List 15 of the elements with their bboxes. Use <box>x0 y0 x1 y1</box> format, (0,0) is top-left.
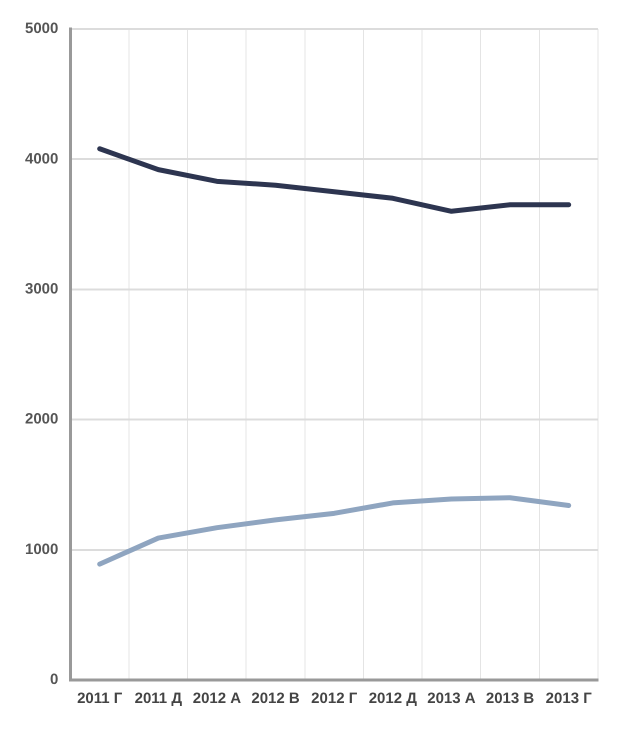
x-tick-label: 2012 В <box>251 690 300 708</box>
x-tick-label: 2011 Д <box>134 690 182 708</box>
y-tick-label: 2000 <box>24 410 58 428</box>
y-tick-label: 0 <box>50 671 58 688</box>
y-tick-label: 3000 <box>24 280 58 298</box>
y-tick-label: 5000 <box>24 20 58 38</box>
x-tick-label: 2011 Г <box>77 690 123 708</box>
x-tick-label: 2013 А <box>427 690 476 708</box>
x-tick-label: 2013 В <box>486 690 534 708</box>
y-tick-label: 4000 <box>24 150 58 168</box>
x-tick-label: 2012 Д <box>368 690 418 708</box>
y-tick-label: 1000 <box>24 540 58 558</box>
x-tick-label: 2013 Г <box>546 690 592 708</box>
x-tick-label: 2012 А <box>192 690 242 708</box>
x-tick-label: 2012 Г <box>311 690 358 708</box>
